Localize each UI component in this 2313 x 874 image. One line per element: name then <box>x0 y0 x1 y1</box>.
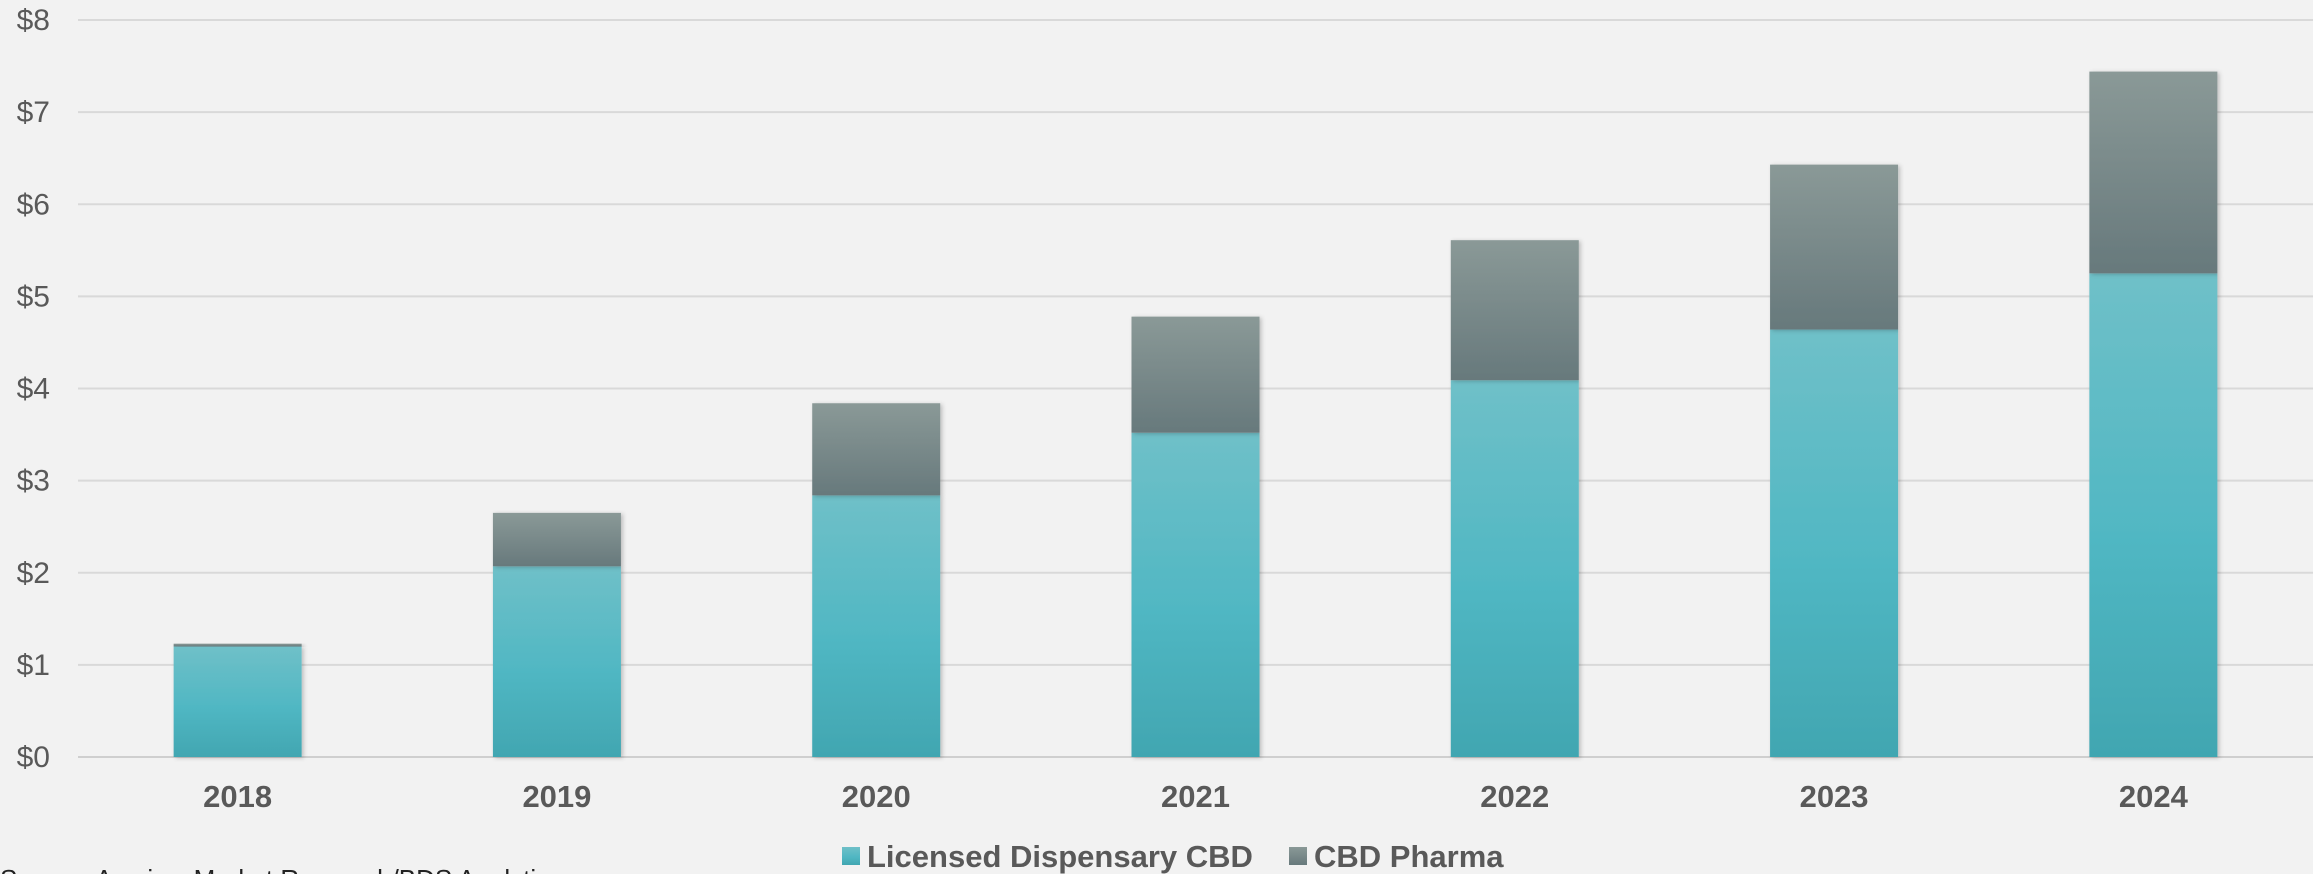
bar-licensed-dispensary-cbd-2018 <box>173 646 302 757</box>
bar-cbd-pharma-2024 <box>2089 71 2218 274</box>
y-axis-tick-labels: $0 $1 $2 $3 $4 $5 $6 $7 $8 <box>17 4 50 774</box>
bar-licensed-dispensary-cbd-2020 <box>812 495 941 757</box>
legend-swatch-cbd-pharma <box>1289 847 1307 865</box>
bar-cbd-pharma-2023 <box>1770 164 1899 330</box>
x-axis-category-labels: 2018 2019 2020 2021 2022 2023 2024 <box>203 779 2188 814</box>
bar-cbd-pharma-2019 <box>492 512 621 567</box>
x-tick-label: 2018 <box>203 779 272 814</box>
bar-cbd-pharma-2018 <box>173 643 302 647</box>
x-tick-label: 2022 <box>1480 779 1549 814</box>
y-tick-label: $1 <box>17 649 50 682</box>
x-tick-label: 2024 <box>2119 779 2189 814</box>
x-tick-label: 2023 <box>1800 779 1869 814</box>
bar-licensed-dispensary-cbd-2022 <box>1450 380 1579 757</box>
bar-licensed-dispensary-cbd-2019 <box>492 566 621 757</box>
legend-label: Licensed Dispensary CBD <box>867 839 1253 874</box>
y-tick-label: $0 <box>17 741 50 774</box>
legend: Licensed Dispensary CBD CBD Pharma <box>842 839 1504 874</box>
y-tick-label: $8 <box>17 4 50 37</box>
y-tick-label: $7 <box>17 96 50 129</box>
bar-licensed-dispensary-cbd-2021 <box>1131 432 1260 757</box>
bar-cbd-pharma-2021 <box>1131 316 1260 433</box>
bar-cbd-pharma-2020 <box>812 403 941 496</box>
x-tick-label: 2020 <box>842 779 911 814</box>
bars <box>173 71 2218 757</box>
bar-cbd-pharma-2022 <box>1450 240 1579 381</box>
y-tick-label: $5 <box>17 280 50 313</box>
x-tick-label: 2021 <box>1161 779 1230 814</box>
x-tick-label: 2019 <box>522 779 591 814</box>
y-tick-label: $3 <box>17 465 50 498</box>
bar-licensed-dispensary-cbd-2023 <box>1770 329 1899 757</box>
legend-label: CBD Pharma <box>1314 839 1504 874</box>
source-note: Source: Arcview Market Research/BDS Anal… <box>0 864 562 874</box>
y-tick-label: $2 <box>17 557 50 590</box>
legend-swatch-licensed-dispensary-cbd <box>842 847 860 865</box>
bar-licensed-dispensary-cbd-2024 <box>2089 273 2218 757</box>
y-tick-label: $4 <box>17 373 50 406</box>
y-tick-label: $6 <box>17 188 50 221</box>
